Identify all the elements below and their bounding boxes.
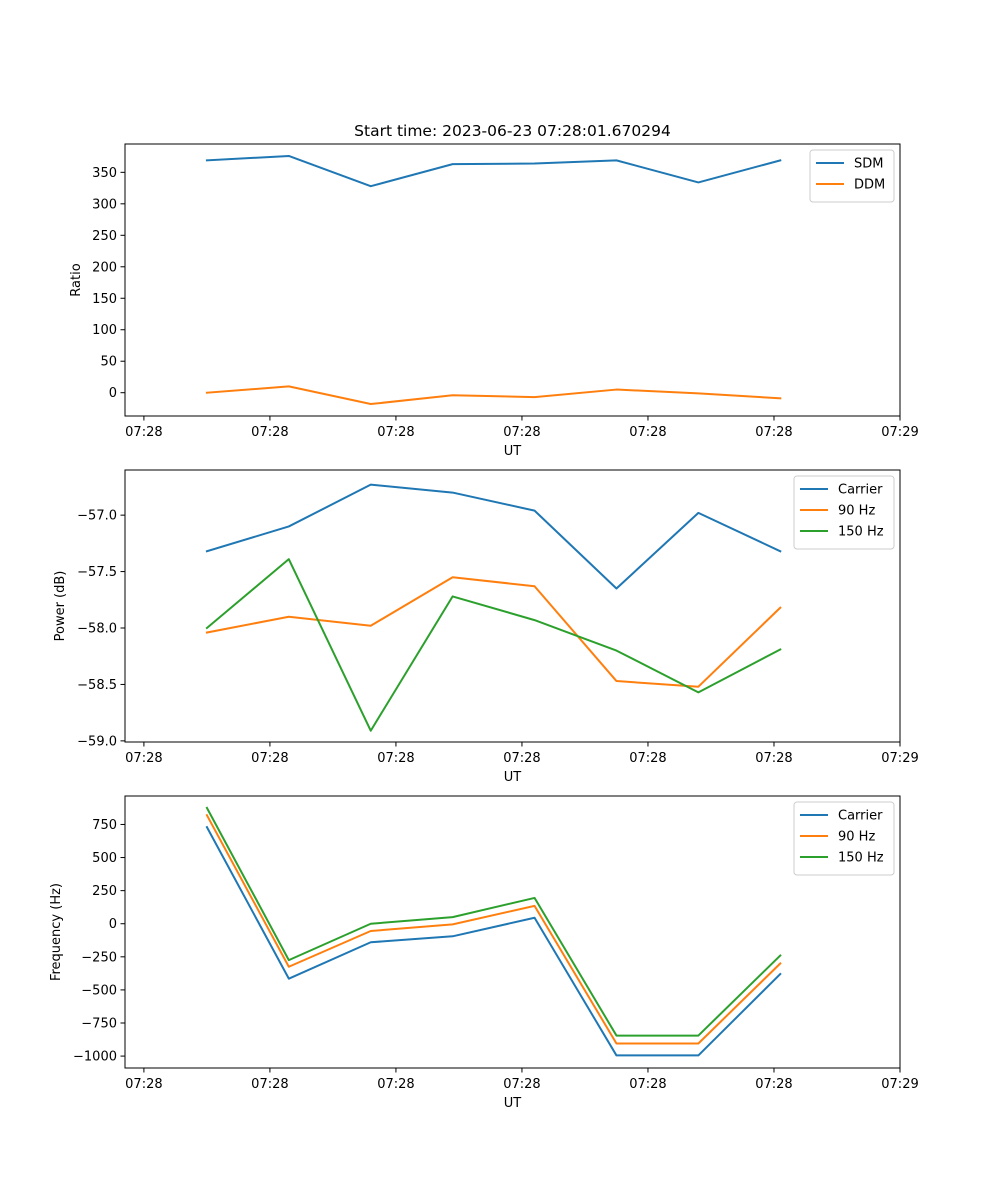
frequency-y-tick-label: 0	[109, 917, 117, 932]
power-y-axis-label: Power (dB)	[53, 571, 68, 642]
frequency-y-tick-label: −250	[81, 950, 117, 965]
frequency-y-tick-label: 750	[92, 818, 117, 833]
frequency-y-tick-label: −500	[81, 983, 117, 998]
frequency-series-line-90-hz	[205, 813, 782, 1045]
frequency-x-tick-label: 07:28	[503, 1077, 540, 1092]
frequency-y-axis-label: Frequency (Hz)	[49, 883, 64, 981]
frequency-x-tick-label: 07:28	[629, 1077, 666, 1092]
power-y-tick-label: −58.0	[77, 622, 117, 637]
power-x-tick-label: 07:28	[377, 751, 414, 766]
power-y-tick-label: −59.0	[77, 734, 117, 749]
power-series-line-150-hz	[205, 558, 782, 732]
power-x-tick-label: 07:28	[503, 751, 540, 766]
power-y-tick-label: −57.0	[77, 509, 117, 524]
figure-title: Start time: 2023-06-23 07:28:01.670294	[354, 122, 671, 140]
frequency-legend-label: Carrier	[838, 809, 883, 824]
frequency-y-tick-label: −750	[81, 1016, 117, 1031]
frequency-x-axis-label: UT	[504, 1096, 522, 1111]
frequency-axes-frame	[124, 795, 901, 1069]
power-x-axis-label: UT	[504, 770, 522, 785]
frequency-x-tick-label: 07:28	[125, 1077, 162, 1092]
ratio-x-tick-label: 07:29	[881, 425, 918, 440]
power-legend-label: 90 Hz	[838, 504, 875, 519]
frequency-x-tick-label: 07:28	[251, 1077, 288, 1092]
power-x-tick-label: 07:29	[881, 751, 918, 766]
ratio-x-tick-label: 07:28	[503, 425, 540, 440]
ratio-y-tick-label: 200	[92, 260, 117, 275]
ratio-y-tick-label: 250	[92, 229, 117, 244]
ratio-y-tick-label: 50	[100, 355, 117, 370]
power-legend-label: Carrier	[838, 483, 883, 498]
frequency-x-tick-label: 07:29	[881, 1077, 918, 1092]
ratio-series-line-sdm	[205, 154, 782, 188]
ratio-y-tick-label: 100	[92, 323, 117, 338]
frequency-y-tick-label: 250	[92, 884, 117, 899]
ratio-x-tick-label: 07:28	[251, 425, 288, 440]
ratio-x-tick-label: 07:28	[377, 425, 414, 440]
ratio-x-axis-label: UT	[504, 444, 522, 459]
ratio-series-line-ddm	[205, 385, 782, 406]
ratio-y-tick-label: 300	[92, 197, 117, 212]
power-series-line-carrier	[205, 483, 782, 590]
ratio-x-tick-label: 07:28	[755, 425, 792, 440]
frequency-x-tick-label: 07:28	[377, 1077, 414, 1092]
power-series-line-90-hz	[205, 576, 782, 688]
ratio-y-tick-label: 0	[109, 386, 117, 401]
frequency-y-tick-label: −1000	[73, 1050, 117, 1065]
frequency-legend-label: 150 Hz	[838, 851, 884, 866]
power-y-tick-label: −57.5	[77, 565, 117, 580]
frequency-x-tick-label: 07:28	[755, 1077, 792, 1092]
power-axes-frame	[124, 469, 901, 743]
ratio-y-axis-label: Ratio	[69, 263, 84, 296]
power-y-tick-label: −58.5	[77, 678, 117, 693]
ratio-panel: 07:28 07:28 07:28 07:28 07:28 07:28 07:29 0 50 10…	[69, 143, 919, 459]
power-x-tick-label: 07:28	[251, 751, 288, 766]
power-panel: 07:28 07:28 07:28 07:28 07:28 07:28 07:29 −59.0…	[53, 469, 919, 785]
power-x-tick-label: 07:28	[755, 751, 792, 766]
power-x-tick-label: 07:28	[629, 751, 666, 766]
frequency-legend-label: 90 Hz	[838, 830, 875, 845]
frequency-series-line-carrier	[205, 825, 782, 1057]
ratio-legend-label: SDM	[854, 157, 883, 172]
ratio-legend-label: DDM	[854, 178, 885, 193]
frequency-y-tick-label: 500	[92, 851, 117, 866]
ratio-y-tick-label: 350	[92, 166, 117, 181]
ratio-y-tick-label: 150	[92, 292, 117, 307]
power-x-tick-label: 07:28	[125, 751, 162, 766]
ratio-x-tick-label: 07:28	[125, 425, 162, 440]
frequency-series-line-150-hz	[205, 806, 782, 1037]
ratio-x-tick-label: 07:28	[629, 425, 666, 440]
ratio-axes-frame	[124, 143, 901, 417]
frequency-panel: 07:28 07:28 07:28 07:28 07:28 07:28 07:29 −1000…	[49, 795, 919, 1111]
power-legend-label: 150 Hz	[838, 525, 884, 540]
